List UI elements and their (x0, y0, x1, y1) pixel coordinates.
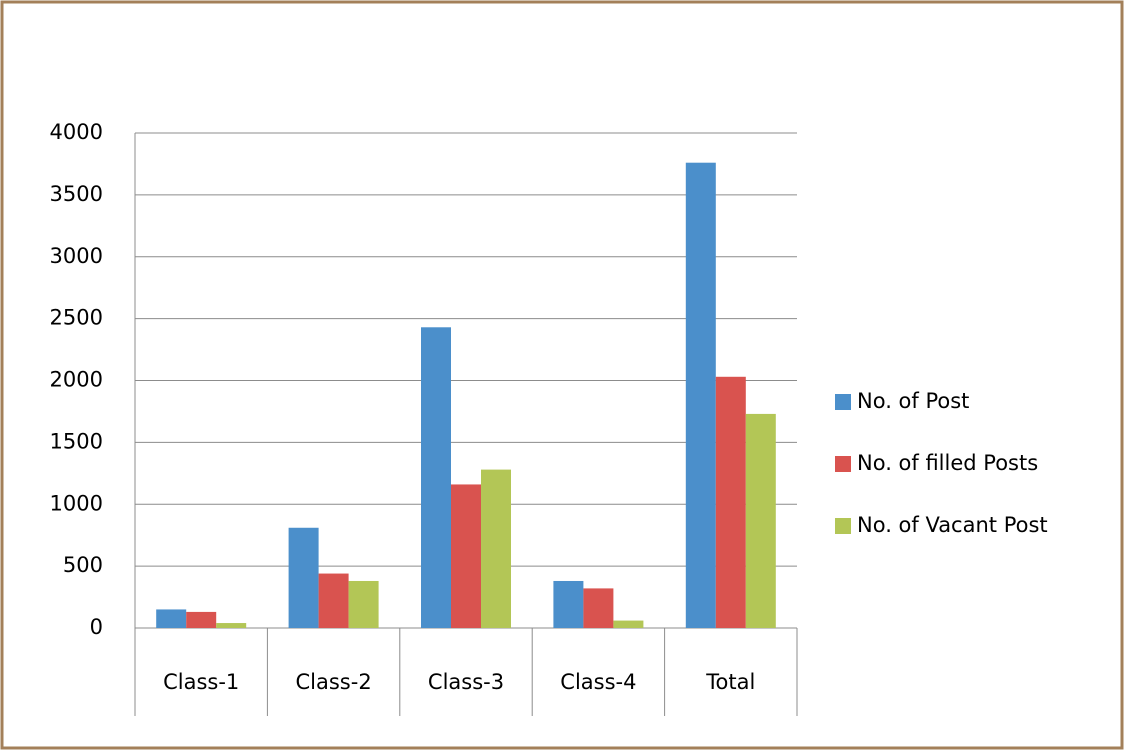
y-tick-label: 1000 (50, 491, 103, 515)
y-tick-label: 0 (90, 615, 103, 639)
bar (318, 573, 349, 628)
y-tick-label: 1500 (50, 429, 103, 453)
bar (685, 162, 716, 628)
bar (186, 611, 217, 628)
bar (421, 327, 451, 628)
bar (553, 580, 584, 628)
x-tick-label: Class-2 (296, 670, 372, 694)
x-tick-label: Class-1 (163, 670, 239, 694)
x-tick-label: Class-4 (560, 670, 636, 694)
bar (583, 588, 614, 628)
legend-label: No. of filled Posts (857, 451, 1038, 475)
y-tick-label: 4000 (50, 120, 103, 144)
bar (613, 620, 644, 628)
bar (348, 580, 379, 628)
y-tick-label: 2000 (50, 368, 103, 392)
legend-label: No. of Vacant Post (857, 513, 1048, 537)
y-tick-label: 3500 (50, 182, 103, 206)
bar (745, 413, 776, 628)
y-tick-label: 500 (63, 553, 103, 577)
x-tick-label: Total (705, 670, 755, 694)
bar (216, 623, 247, 628)
legend-swatch (835, 456, 851, 472)
bar (481, 469, 511, 628)
bar (288, 527, 319, 628)
legend-swatch (835, 518, 851, 534)
legend-label: No. of Post (857, 389, 969, 413)
legend-swatch (835, 394, 851, 410)
y-tick-label: 3000 (50, 244, 103, 268)
bar (156, 609, 187, 628)
bar (451, 484, 481, 628)
x-tick-label: Class-3 (428, 670, 504, 694)
bar (715, 376, 746, 628)
y-tick-label: 2500 (50, 306, 103, 330)
